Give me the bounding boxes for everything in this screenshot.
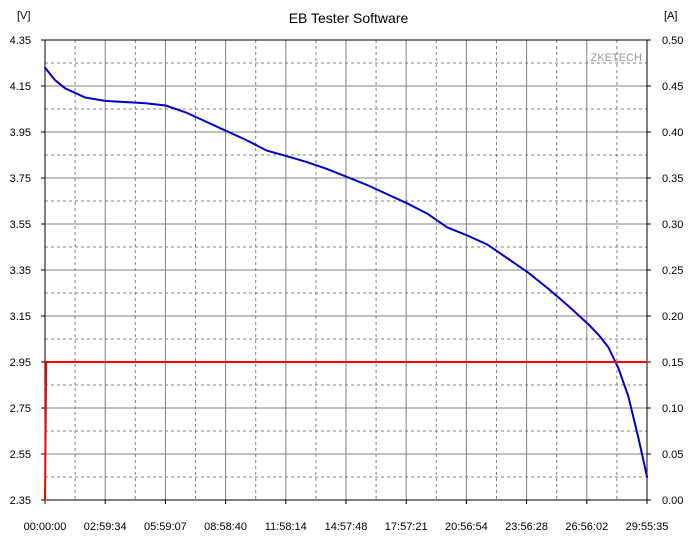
right-axis-tick-label: 0.05 [662,449,683,461]
right-axis-tick-label: 0.20 [662,311,683,323]
left-axis-tick-label: 4.15 [10,81,31,93]
right-axis-tick-label: 0.45 [662,81,683,93]
right-axis-unit: [A] [664,10,678,22]
x-axis-tick-label: 08:58:40 [204,521,247,533]
x-axis-tick-label: 29:55:35 [626,521,669,533]
right-axis-tick-label: 0.30 [662,219,683,231]
left-axis-tick-label: 2.55 [10,449,31,461]
left-axis-tick-label: 3.55 [10,219,31,231]
right-axis-tick-label: 0.40 [662,127,683,139]
left-axis-tick-label: 2.35 [10,495,31,507]
right-axis-tick-label: 0.15 [662,357,683,369]
left-axis-tick-label: 2.95 [10,357,31,369]
x-axis-tick-label: 11:58:14 [265,521,307,533]
right-axis-tick-label: 0.10 [662,403,683,415]
left-axis-tick-label: 3.75 [10,173,31,185]
right-axis-tick-label: 0.00 [662,495,683,507]
x-axis-tick-label: 00:00:00 [24,521,67,533]
left-axis-tick-label: 4.35 [10,35,31,47]
left-axis-tick-label: 3.15 [10,311,31,323]
current-series-line [44,361,649,501]
x-axis-tick-label: 17:57:21 [385,521,428,533]
left-axis-unit: [V] [17,10,31,22]
watermark: ZKETECH [591,52,642,64]
left-axis-tick-label: 3.95 [10,127,31,139]
left-axis-tick-label: 3.35 [10,265,31,277]
x-axis-tick-label: 02:59:34 [84,521,127,533]
right-axis-tick-label: 0.50 [662,35,683,47]
chart-title: EB Tester Software [288,10,409,26]
x-axis-tick-label: 23:56:28 [505,521,548,533]
x-axis-tick-label: 05:59:07 [144,521,187,533]
voltage-series-line [44,66,649,478]
x-axis-tick-label: 20:56:54 [445,521,488,533]
right-axis-tick-label: 0.25 [662,265,683,277]
x-axis-tick-label: 14:57:48 [325,521,368,533]
left-axis-tick-label: 2.75 [10,403,31,415]
x-axis-tick-label: 26:56:02 [565,521,608,533]
right-axis-tick-label: 0.35 [662,173,683,185]
